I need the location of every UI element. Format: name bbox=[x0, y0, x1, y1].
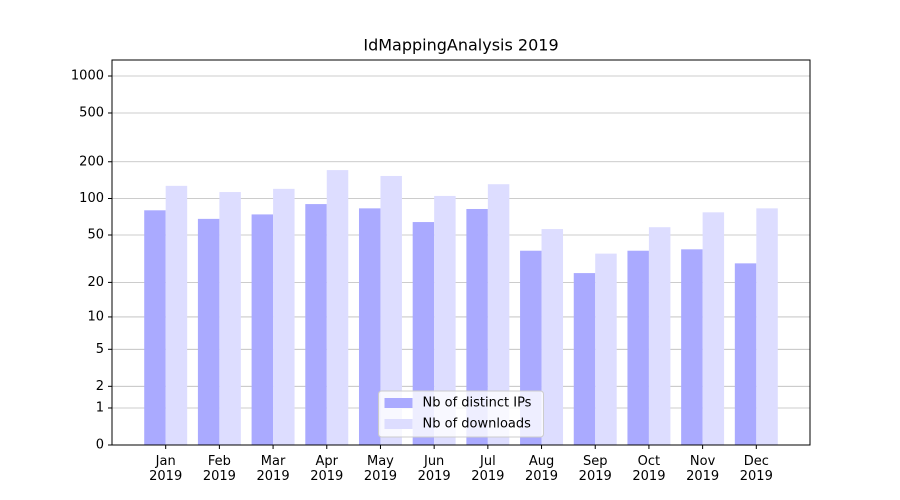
legend-box bbox=[378, 390, 544, 438]
bar bbox=[487, 184, 510, 446]
bar bbox=[165, 185, 188, 445]
legend-swatch bbox=[384, 419, 413, 429]
bar bbox=[756, 208, 778, 445]
bar bbox=[466, 208, 488, 445]
bar bbox=[305, 204, 327, 445]
bar bbox=[648, 227, 671, 445]
chart-title: IdMappingAnalysis 2019 bbox=[363, 36, 558, 55]
bar bbox=[434, 195, 456, 445]
x-tick-label: Jun 2019 bbox=[417, 454, 451, 484]
bar bbox=[358, 208, 381, 445]
x-tick-label: Dec 2019 bbox=[739, 454, 773, 484]
x-tick-label: Jul 2019 bbox=[471, 454, 505, 484]
bar bbox=[541, 229, 564, 445]
y-tick-label: 20 bbox=[87, 275, 104, 290]
y-tick-label: 0 bbox=[96, 438, 104, 453]
plot-frame bbox=[111, 59, 811, 446]
legend-label: Nb of distinct IPs bbox=[423, 396, 532, 411]
bar bbox=[197, 218, 220, 445]
x-tick-label: Aug 2019 bbox=[524, 454, 559, 484]
y-tick-label: 2 bbox=[96, 379, 104, 394]
y-tick-label: 100 bbox=[79, 191, 104, 206]
x-tick-label: Nov 2019 bbox=[686, 454, 720, 484]
bar bbox=[681, 249, 703, 445]
x-tick-label: Mar 2019 bbox=[256, 454, 290, 484]
y-tick-label: 10 bbox=[87, 309, 104, 324]
bar bbox=[380, 175, 402, 445]
x-tick-label: Apr 2019 bbox=[310, 454, 344, 484]
x-tick-label: May 2019 bbox=[363, 454, 397, 484]
bar bbox=[412, 222, 435, 445]
bar bbox=[144, 210, 166, 445]
x-tick-label: Feb 2019 bbox=[202, 454, 236, 484]
legend: Nb of distinct IPs Nb of downloads bbox=[378, 390, 544, 438]
x-tick-label: Sep 2019 bbox=[578, 454, 612, 484]
legend-label: Nb of downloads bbox=[423, 417, 532, 432]
legend-swatch bbox=[384, 398, 413, 408]
y-tick-label: 500 bbox=[79, 105, 104, 120]
bar bbox=[326, 170, 349, 445]
bar bbox=[595, 253, 617, 445]
bar bbox=[734, 263, 757, 445]
y-tick-label: 1000 bbox=[71, 69, 104, 84]
bar bbox=[627, 250, 649, 445]
y-tick-label: 1 bbox=[96, 400, 104, 415]
bar bbox=[273, 188, 295, 445]
x-tick-label: Jan 2019 bbox=[149, 454, 183, 484]
y-tick-label: 50 bbox=[87, 228, 104, 243]
bar bbox=[251, 214, 274, 445]
x-tick-label: Oct 2019 bbox=[632, 454, 666, 484]
y-tick-label: 200 bbox=[79, 154, 104, 169]
bar bbox=[702, 212, 725, 445]
y-tick-label: 5 bbox=[96, 342, 104, 357]
bar bbox=[573, 273, 596, 445]
bar bbox=[219, 192, 241, 445]
